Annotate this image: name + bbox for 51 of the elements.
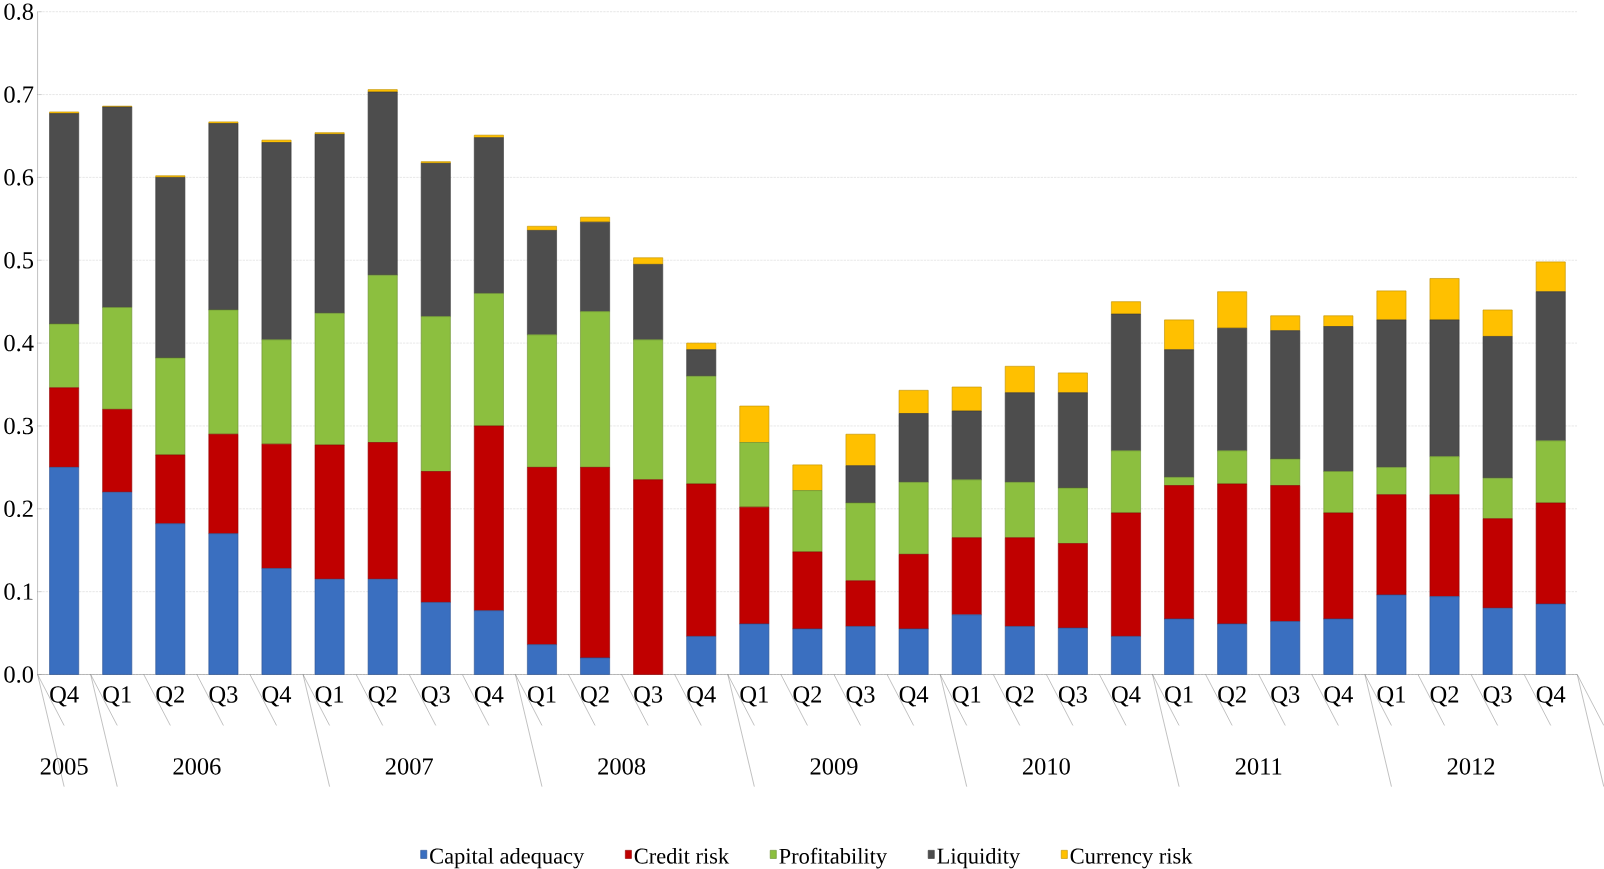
x-tick-label: Q4 <box>50 686 79 707</box>
y-tick-label: 0.6 <box>4 168 34 186</box>
x-tick-label: Q3 <box>634 686 663 707</box>
x-tick-label: Q3 <box>1058 686 1087 707</box>
x-tick-label: Q1 <box>952 686 981 707</box>
x-tick-label: Q4 <box>687 686 716 707</box>
y-tick-label: 0.4 <box>4 334 34 352</box>
x-tick-label: Q1 <box>1377 686 1405 707</box>
x-tick-label: Q2 <box>156 686 184 707</box>
x-tick-label: Q4 <box>474 686 504 707</box>
x-tick-label: Q2 <box>793 686 822 707</box>
y-tick-label: 0.8 <box>4 3 34 20</box>
y-tick-label: 0.1 <box>4 583 33 600</box>
y-tick-label: 0.2 <box>4 500 33 518</box>
x-tick-label: Q3 <box>209 686 238 707</box>
text: 2005 <box>40 758 88 775</box>
x-tick-label: Q2 <box>1005 686 1034 707</box>
y-tick-label: 0.0 <box>4 666 34 683</box>
x-tick-label: Q4 <box>899 686 929 707</box>
x-tick-label: Q2 <box>581 686 609 707</box>
x-tick-label: Q3 <box>1483 686 1512 707</box>
y-tick-label: 0.5 <box>4 251 34 269</box>
text: 2010 <box>1022 758 1070 775</box>
x-tick-label: Q1 <box>1165 686 1193 707</box>
y-tick-label: 0.7 <box>4 86 34 103</box>
x-tick-label: Q4 <box>1112 686 1141 707</box>
x-tick-label: Q2 <box>1218 686 1246 707</box>
x-tick-label: Q1 <box>740 686 768 707</box>
x-tick-label: Q2 <box>368 686 397 707</box>
text: 2007 <box>385 758 433 775</box>
y-tick-label: 0.3 <box>4 417 34 435</box>
text: 2008 <box>598 758 646 775</box>
legend-label: Liquidity <box>937 847 1021 869</box>
legend-label: Capital adequacy <box>430 847 585 869</box>
x-tick-label: Q4 <box>1324 686 1353 707</box>
text: 2009 <box>810 758 858 775</box>
x-tick-label: Q1 <box>315 686 344 707</box>
x-tick-label: Q1 <box>103 686 131 707</box>
x-tick-label: Q4 <box>1536 686 1566 707</box>
x-tick-label: Q1 <box>528 686 556 707</box>
x-tick-label: Q4 <box>262 686 292 707</box>
x-tick-label: Q3 <box>1271 686 1300 707</box>
text: 2011 <box>1235 758 1282 775</box>
x-tick-label: Q2 <box>1430 686 1459 707</box>
legend-label: Currency risk <box>1070 847 1193 869</box>
legend-label: Profitability <box>779 847 888 869</box>
text: 2012 <box>1447 758 1495 775</box>
legend-label: Credit risk <box>634 847 730 864</box>
text: 2006 <box>173 758 221 775</box>
x-tick-label: Q3 <box>846 686 875 707</box>
x-tick-label: Q3 <box>421 686 450 707</box>
